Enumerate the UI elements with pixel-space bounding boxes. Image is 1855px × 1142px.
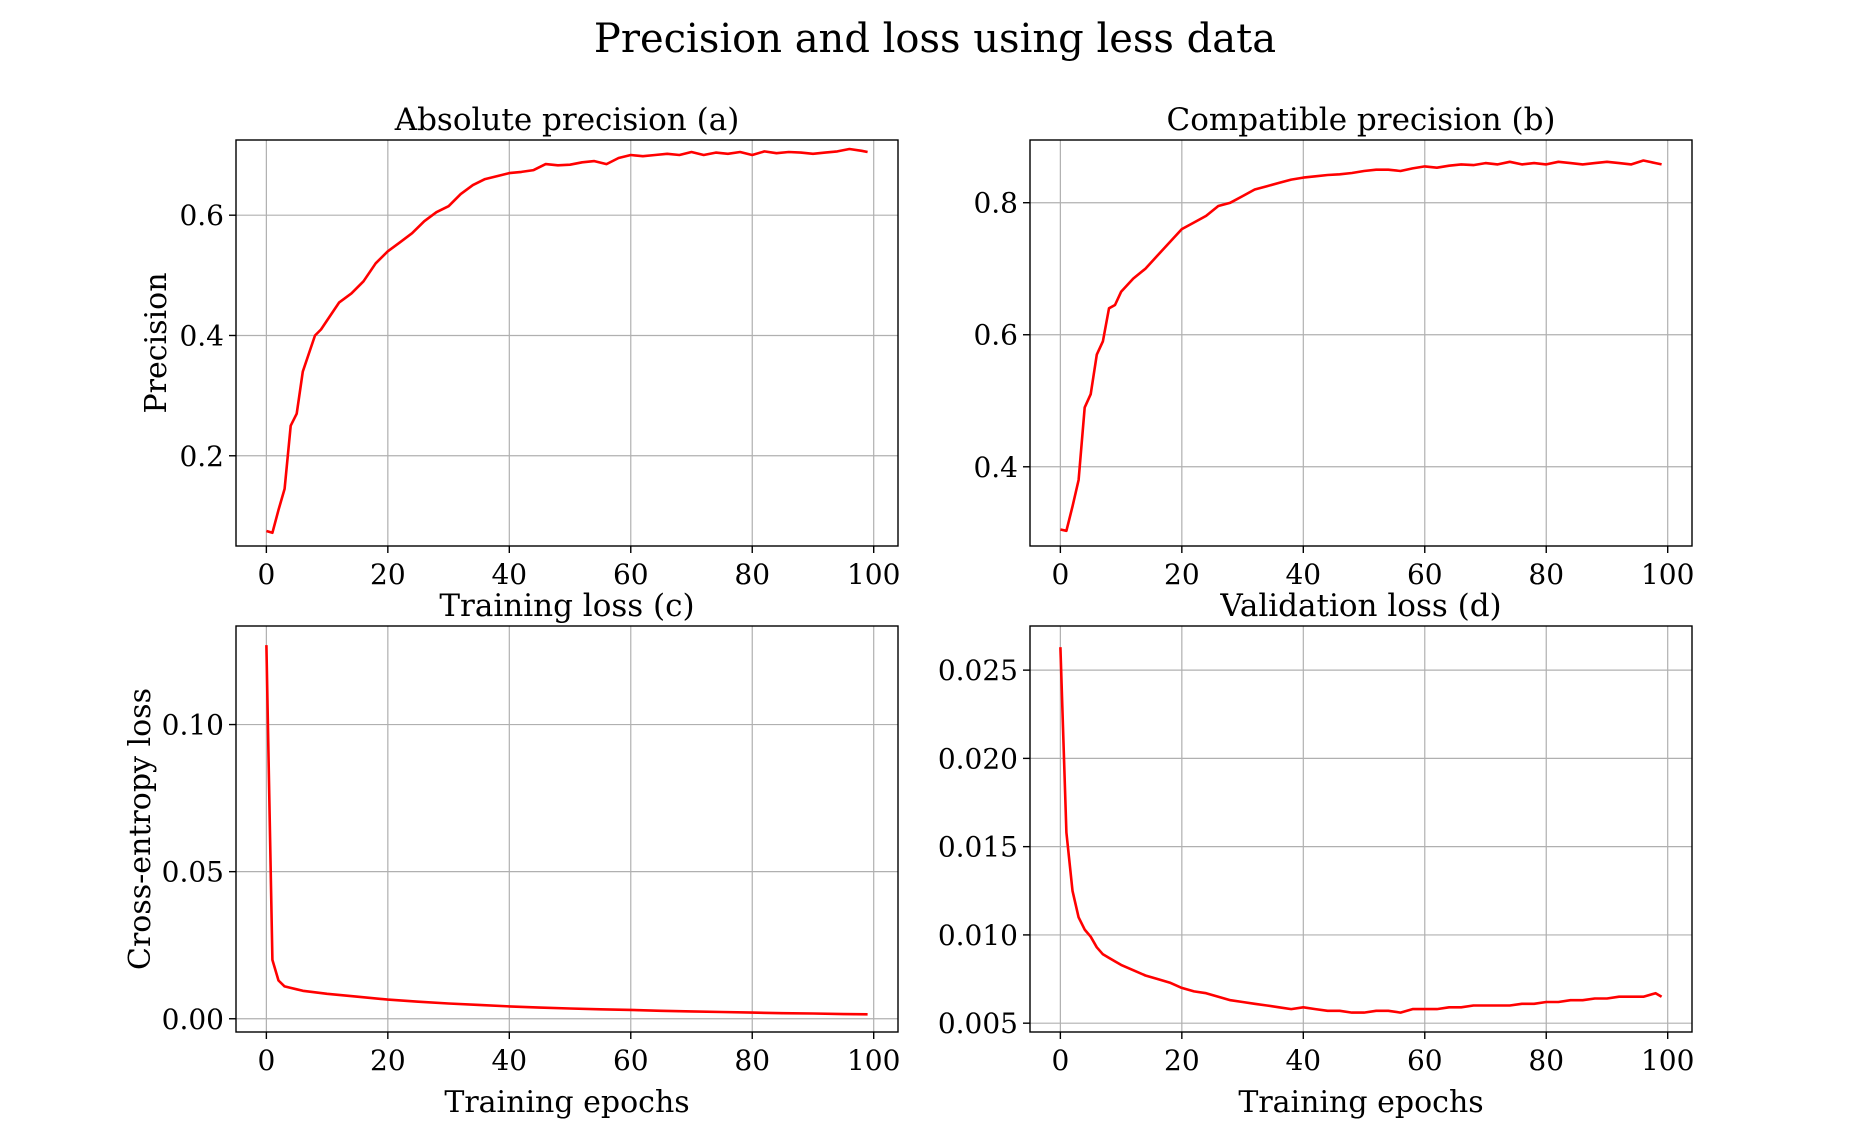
axes-frame — [1029, 139, 1693, 547]
x-tick-label: 40 — [1285, 558, 1321, 591]
subplot-title: Training loss (c) — [439, 588, 694, 624]
figure-title: Precision and loss using less data — [594, 16, 1276, 62]
x-tick-label: 0 — [1051, 1044, 1069, 1077]
x-tick-label: 0 — [257, 558, 275, 591]
x-tick-label: 80 — [734, 558, 770, 591]
x-tick-label: 0 — [257, 1044, 275, 1077]
y-axis-label: Precision — [139, 272, 174, 413]
x-tick-label: 60 — [1407, 558, 1443, 591]
subplot-0: 0 20 40 60 80 100 0.2 0.4 0.6 Absolute precision … — [139, 102, 900, 591]
x-tick-label: 60 — [613, 558, 649, 591]
y-tick-label: 0.4 — [179, 319, 224, 352]
x-tick-label: 20 — [370, 558, 406, 591]
y-tick-label: 0.6 — [973, 319, 1018, 352]
subplot-1: 0 20 40 60 80 100 0.4 0.6 0.8 Compatible precisio… — [973, 102, 1694, 591]
subplot-title: Validation loss (d) — [1219, 588, 1501, 624]
x-axis-label: Training epochs — [1238, 1085, 1483, 1120]
subplot-3: 0 20 40 60 80 100 0.005 0.010 0.015 0.020 0.025 Val… — [938, 588, 1695, 1120]
x-tick-label: 100 — [1641, 558, 1694, 591]
subplot-2: 0 20 40 60 80 100 0.00 0.05 0.10 Training loss (c… — [123, 588, 900, 1120]
x-tick-label: 20 — [1164, 558, 1200, 591]
y-tick-label: 0.020 — [938, 742, 1018, 775]
x-tick-label: 60 — [1407, 1044, 1443, 1077]
y-axis-label: Cross-entropy loss — [123, 688, 158, 970]
x-tick-label: 40 — [1285, 1044, 1321, 1077]
subplot-title: Absolute precision (a) — [394, 102, 740, 138]
subplot-title: Compatible precision (b) — [1166, 102, 1555, 138]
series-line — [266, 147, 868, 535]
x-tick-label: 80 — [1528, 558, 1564, 591]
x-tick-label: 100 — [847, 558, 900, 591]
subplot-grid: 0 20 40 60 80 100 0.2 0.4 0.6 Absolute precision … — [123, 102, 1694, 1120]
x-tick-label: 20 — [1164, 1044, 1200, 1077]
y-tick-label: 0.6 — [179, 199, 224, 232]
x-tick-label: 100 — [1641, 1044, 1694, 1077]
y-tick-label: 0.2 — [179, 440, 224, 473]
x-tick-label: 80 — [734, 1044, 770, 1077]
y-tick-label: 0.015 — [938, 831, 1018, 864]
y-tick-label: 0.10 — [162, 709, 224, 742]
axes-frame — [235, 139, 899, 547]
y-tick-label: 0.05 — [162, 856, 224, 889]
axes-frame — [1029, 625, 1693, 1033]
x-tick-label: 20 — [370, 1044, 406, 1077]
y-tick-label: 0.8 — [973, 187, 1018, 220]
y-tick-label: 0.4 — [973, 451, 1018, 484]
x-tick-label: 80 — [1528, 1044, 1564, 1077]
x-tick-label: 40 — [491, 1044, 527, 1077]
x-tick-label: 60 — [613, 1044, 649, 1077]
x-axis-label: Training epochs — [444, 1085, 689, 1120]
axes-frame — [235, 625, 899, 1033]
x-tick-label: 100 — [847, 1044, 900, 1077]
y-tick-label: 0.00 — [162, 1003, 224, 1036]
series-line — [1059, 647, 1663, 1014]
x-tick-label: 0 — [1051, 558, 1069, 591]
y-tick-label: 0.010 — [938, 919, 1018, 952]
x-tick-label: 40 — [491, 558, 527, 591]
y-tick-label: 0.025 — [938, 654, 1018, 687]
series-line — [265, 645, 868, 1016]
y-tick-label: 0.005 — [938, 1007, 1018, 1040]
series-line — [1060, 159, 1662, 533]
